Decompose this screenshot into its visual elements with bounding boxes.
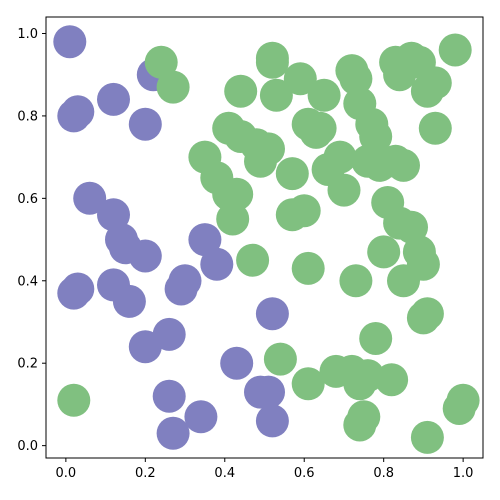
x-tick-label: 0.0 bbox=[56, 466, 77, 481]
scatter-point-s1-22 bbox=[188, 223, 222, 257]
scatter-point-s2-5 bbox=[255, 45, 289, 79]
scatter-point-s2-41 bbox=[387, 148, 420, 182]
scatter-point-s2-47 bbox=[339, 264, 373, 298]
scatter-point-s1-27 bbox=[255, 297, 289, 331]
scatter-point-s2-34 bbox=[323, 140, 357, 174]
scatter-point-s2-3 bbox=[224, 74, 258, 108]
scatter-point-s2-50 bbox=[367, 235, 401, 269]
scatter-point-s2-6 bbox=[259, 78, 293, 112]
scatter-point-s2-32 bbox=[303, 111, 337, 145]
scatter-point-s2-29 bbox=[275, 157, 309, 191]
scatter-point-s2-28 bbox=[216, 202, 250, 236]
x-tick-label: 0.6 bbox=[294, 466, 315, 481]
scatter-point-s2-10 bbox=[339, 62, 373, 96]
scatter-point-s2-63 bbox=[343, 367, 377, 401]
x-tick-label: 0.2 bbox=[135, 466, 156, 481]
scatter-point-s1-29 bbox=[255, 404, 289, 438]
y-tick-label: 0.4 bbox=[17, 274, 38, 289]
scatter-point-s1-21 bbox=[168, 264, 202, 298]
scatter-point-s2-68 bbox=[410, 420, 444, 454]
scatter-point-s1-6 bbox=[97, 198, 130, 232]
scatter-point-s2-35 bbox=[327, 173, 361, 207]
scatter-point-s1-5 bbox=[97, 82, 130, 116]
data-points bbox=[53, 25, 480, 454]
scatter-point-s2-37 bbox=[359, 120, 393, 153]
scatter-point-s2-54 bbox=[387, 264, 420, 298]
scatter-point-s2-59 bbox=[291, 367, 325, 401]
scatter-point-s2-44 bbox=[287, 194, 321, 228]
scatter-point-s2-23 bbox=[244, 144, 277, 178]
scatter-point-s2-45 bbox=[236, 243, 270, 277]
scatter-point-s1-28 bbox=[252, 375, 285, 409]
scatter-point-s2-56 bbox=[410, 297, 444, 331]
scatter-point-s1-24 bbox=[184, 400, 218, 434]
scatter-point-s2-42 bbox=[418, 111, 452, 145]
y-tick-label: 0.8 bbox=[17, 109, 38, 124]
scatter-point-s1-3 bbox=[61, 95, 95, 129]
scatter-point-s2-27 bbox=[220, 177, 254, 211]
scatter-point-s2-2 bbox=[156, 70, 190, 104]
scatter-point-s2-7 bbox=[283, 62, 317, 96]
x-axis: 0.0 0.2 0.4 0.6 0.8 1.0 bbox=[56, 458, 474, 481]
scatter-point-s2-65 bbox=[343, 408, 377, 442]
scatter-point-s1-15 bbox=[112, 284, 146, 318]
x-tick-label: 0.4 bbox=[214, 466, 235, 481]
scatter-point-s2-46 bbox=[291, 251, 325, 285]
scatter-point-s1-13 bbox=[61, 272, 95, 306]
scatter-point-s2-18 bbox=[438, 33, 472, 67]
y-tick-label: 0.2 bbox=[17, 357, 38, 372]
scatter-point-s2-66 bbox=[359, 322, 393, 355]
y-tick-label: 1.0 bbox=[17, 27, 38, 42]
scatter-point-s2-70 bbox=[446, 383, 480, 417]
scatter-point-s1-23 bbox=[200, 247, 234, 281]
plot-frame bbox=[45, 16, 484, 459]
y-tick-label: 0.0 bbox=[17, 439, 38, 454]
scatter-point-s2-58 bbox=[263, 342, 297, 376]
y-axis: 0.0 0.2 0.4 0.6 0.8 1.0 bbox=[17, 27, 46, 454]
y-tick-label: 0.6 bbox=[17, 192, 38, 207]
scatter-point-s1-17 bbox=[152, 317, 186, 351]
scatter-point-s1-18 bbox=[152, 379, 186, 413]
x-tick-label: 1.0 bbox=[453, 466, 474, 481]
scatter-point-s1-1 bbox=[53, 25, 87, 59]
x-tick-label: 0.8 bbox=[373, 466, 394, 481]
scatter-point-s2-57 bbox=[57, 383, 91, 417]
scatter-point-s2-67 bbox=[375, 363, 409, 397]
scatter-point-s2-8 bbox=[307, 78, 341, 112]
scatter-point-s1-25 bbox=[220, 346, 254, 380]
scatter-point-s1-10 bbox=[128, 239, 162, 273]
scatter-point-s2-1 bbox=[144, 45, 178, 79]
scatter-point-s2-17 bbox=[418, 66, 452, 100]
scatter-point-s1-9 bbox=[128, 107, 162, 141]
scatter-point-s1-19 bbox=[156, 416, 190, 450]
scatter-point-s1-4 bbox=[73, 181, 107, 215]
